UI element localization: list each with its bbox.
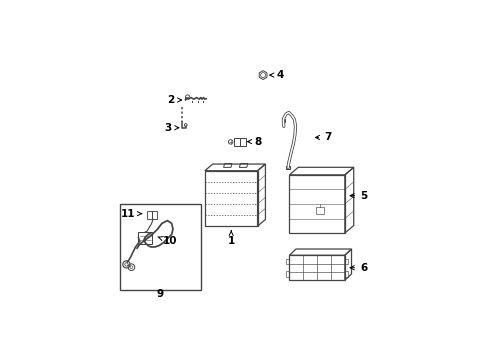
Text: 1: 1	[227, 231, 234, 246]
Text: 6: 6	[349, 263, 366, 273]
Text: 2: 2	[167, 95, 181, 105]
Text: 11: 11	[121, 209, 141, 219]
Text: 3: 3	[164, 123, 179, 133]
Text: 5: 5	[349, 191, 366, 201]
Text: 10: 10	[158, 237, 178, 246]
Bar	[120, 204, 200, 290]
Text: 7: 7	[315, 132, 331, 143]
Text: 8: 8	[247, 136, 262, 147]
Text: 4: 4	[269, 70, 284, 80]
Text: 9: 9	[157, 289, 164, 299]
